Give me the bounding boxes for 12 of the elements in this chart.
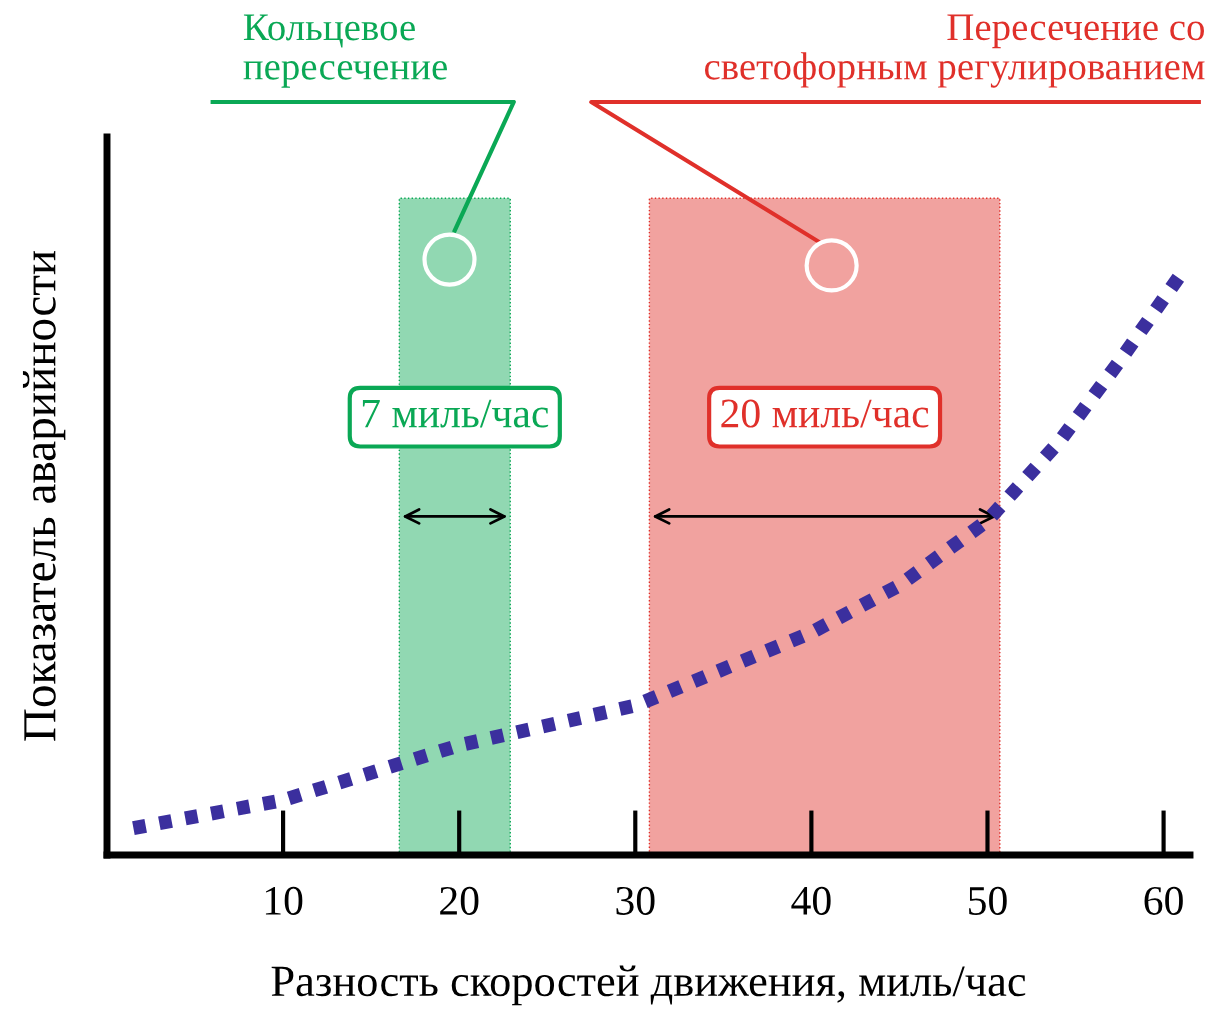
- x-tick-label: 60: [1144, 886, 1183, 915]
- band-label: Кольцевое пересечение: [243, 14, 447, 88]
- y-axis-title: Показатель аварийности: [22, 250, 66, 741]
- band-label: Пересечение со светофорным регулированием: [704, 14, 1205, 88]
- annotation: 7 миль/час: [362, 399, 549, 428]
- x-tick-label: 40: [791, 886, 831, 915]
- x-tick-label: 50: [969, 886, 1007, 915]
- x-tick-label: 10: [265, 886, 303, 915]
- annotation: 20 миль/час: [721, 399, 929, 428]
- x-tick-label: 20: [440, 886, 479, 915]
- x-axis-title: Разность скоростей движения, миль/час: [271, 965, 1026, 1006]
- x-tick-label: 30: [616, 886, 655, 915]
